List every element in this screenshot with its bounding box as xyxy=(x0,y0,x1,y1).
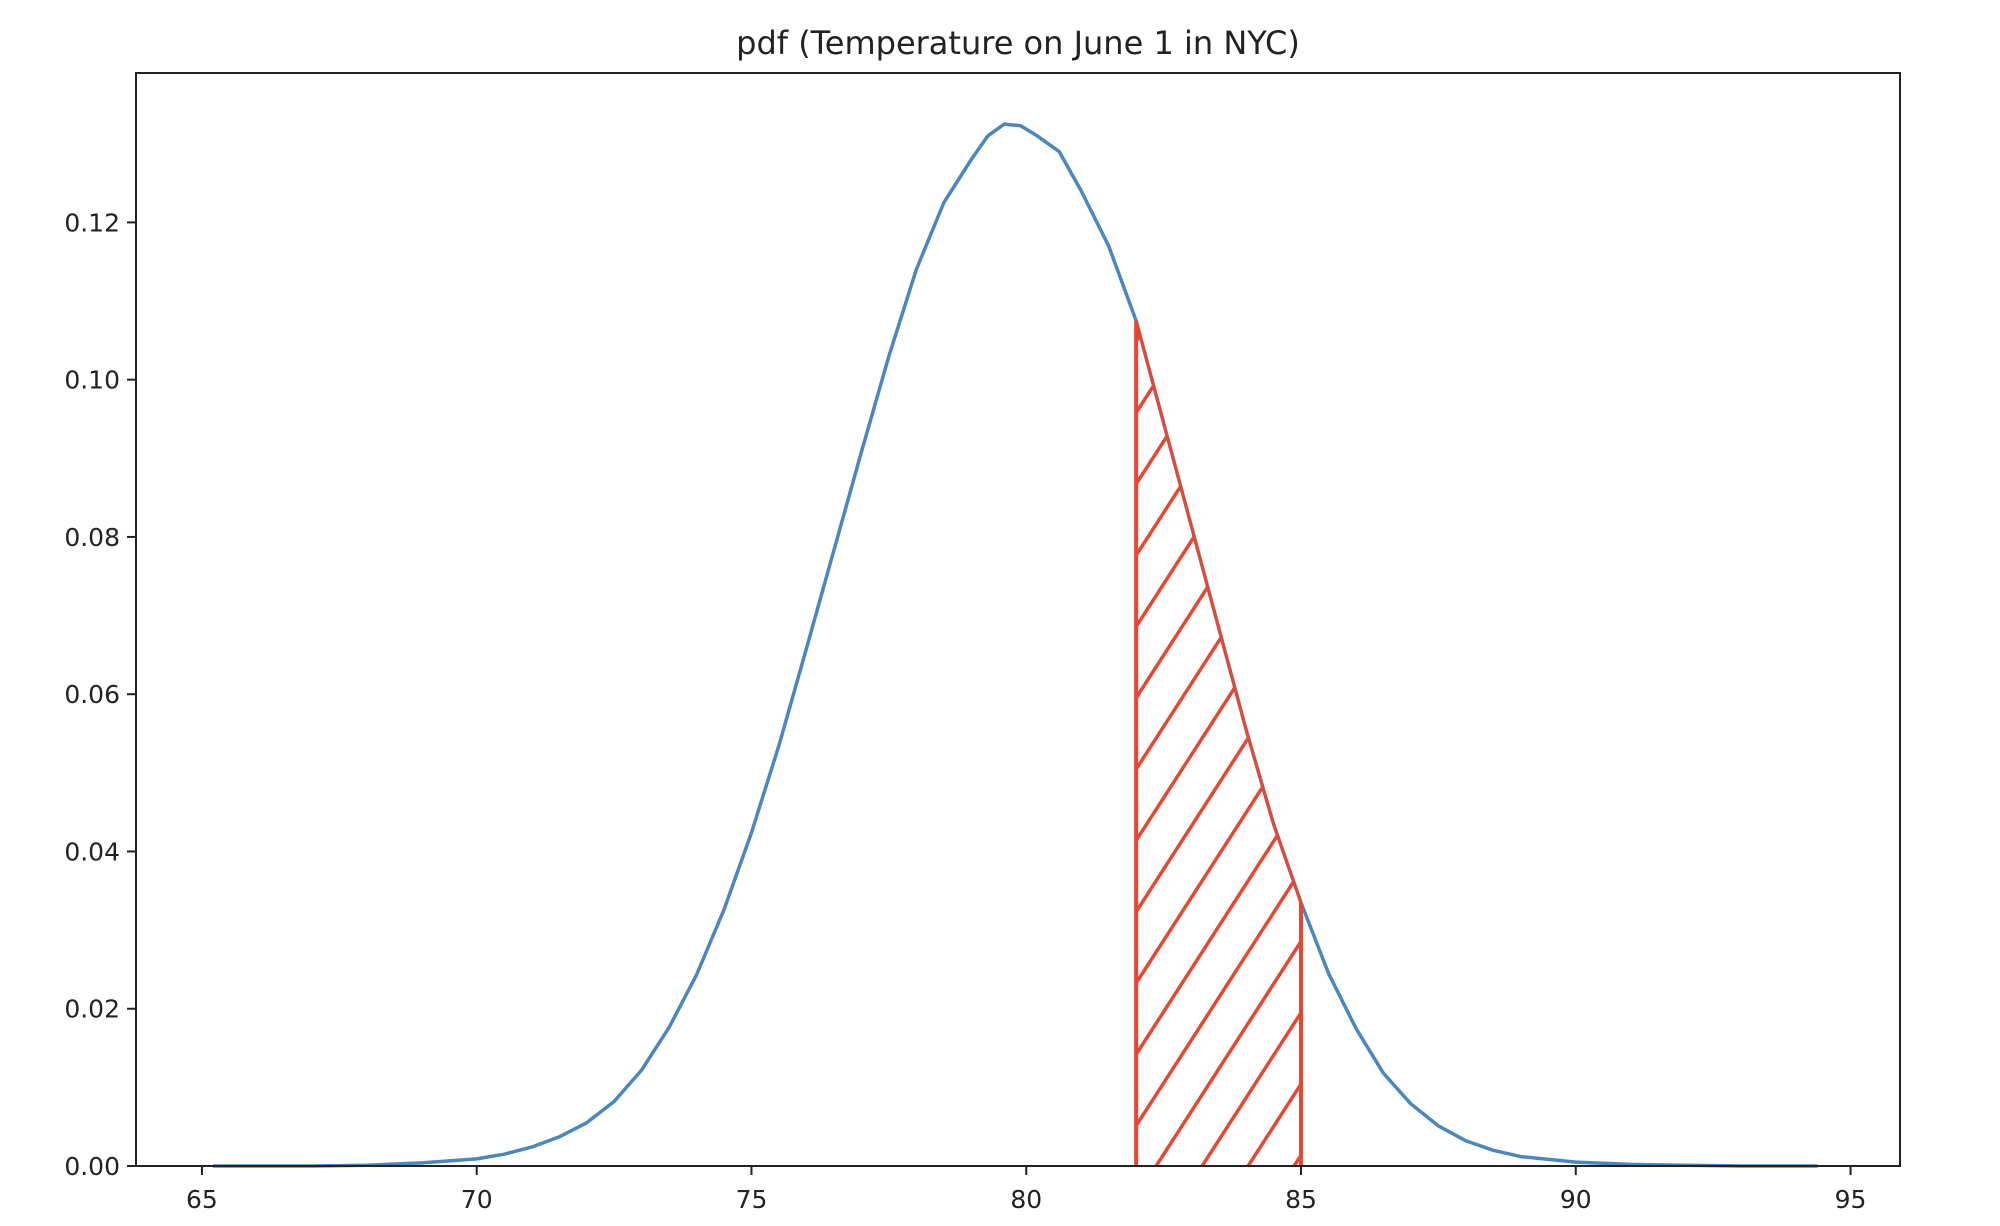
hatch-line xyxy=(282,281,853,1166)
hatch-line xyxy=(466,281,1037,1166)
hatch-line xyxy=(1340,281,1911,1166)
x-tick-label: 80 xyxy=(1010,1185,1042,1214)
x-tick-label: 90 xyxy=(1560,1185,1592,1214)
hatch-line xyxy=(1136,320,1301,1166)
hatch-line xyxy=(1136,320,1269,1166)
y-tick-label: 0.10 xyxy=(64,366,120,395)
hatch-line xyxy=(1136,320,1301,1166)
x-tick-label: 85 xyxy=(1285,1185,1317,1214)
pdf-curve xyxy=(212,122,1818,1168)
x-tick-label: 65 xyxy=(186,1185,218,1214)
hatch-line xyxy=(1136,320,1177,1166)
hatch-line xyxy=(1136,320,1301,1166)
plot-area-frame xyxy=(135,72,1901,1167)
hatch-line xyxy=(328,281,899,1166)
x-tick-label: 70 xyxy=(461,1185,493,1214)
hatch-line xyxy=(1246,320,1301,1166)
hatch-line xyxy=(1136,320,1301,1166)
hatch-line xyxy=(1136,320,1301,1166)
hatch-line xyxy=(558,281,1129,1166)
chart-title: pdf (Temperature on June 1 in NYC) xyxy=(736,24,1300,62)
y-tick-label: 0.04 xyxy=(64,837,120,866)
hatch-line xyxy=(374,281,945,1166)
hatch-line xyxy=(236,281,807,1166)
x-tick-label: 75 xyxy=(736,1185,768,1214)
y-tick-label: 0.00 xyxy=(64,1152,120,1181)
y-axis: 0.00 0.02 0.04 0.06 0.08 0.10 0.12 xyxy=(64,208,136,1181)
hatch-line xyxy=(512,281,1083,1166)
x-tick-label: 95 xyxy=(1835,1185,1867,1214)
shaded-region-hatch xyxy=(236,281,1911,1166)
hatch-line xyxy=(1200,320,1301,1166)
shaded-region-boundaries xyxy=(1134,320,1304,1166)
series-layer xyxy=(212,122,1818,1168)
hatch-line xyxy=(420,281,991,1166)
hatch-line xyxy=(1136,320,1301,1166)
x-axis: 65 70 75 80 85 90 95 xyxy=(186,1166,1866,1214)
y-tick-label: 0.08 xyxy=(64,523,120,552)
hatch-line xyxy=(1292,320,1301,1166)
region-top-boundary xyxy=(1134,320,1303,904)
hatch-line xyxy=(1136,320,1301,1166)
hatch-line xyxy=(1154,320,1301,1166)
y-tick-label: 0.02 xyxy=(64,995,120,1024)
y-tick-label: 0.12 xyxy=(64,208,120,237)
hatch-line xyxy=(1136,320,1301,1166)
y-tick-label: 0.06 xyxy=(64,680,120,709)
